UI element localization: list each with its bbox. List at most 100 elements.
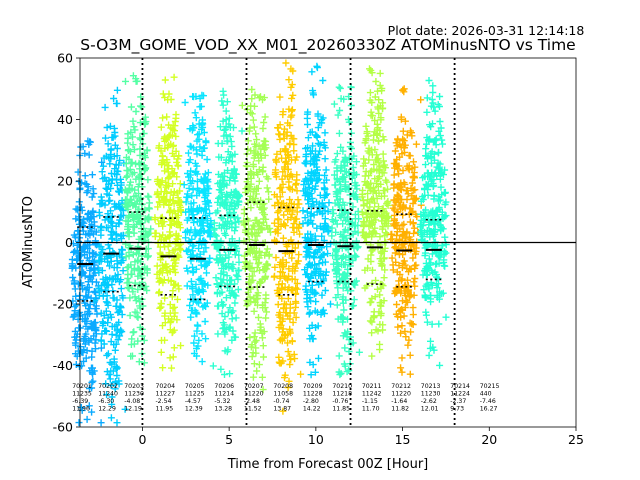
outliers-70209 [306, 147, 335, 332]
lines-layer [80, 58, 576, 427]
outliers-70210 [329, 100, 363, 356]
y-tick-label-40: 40 [57, 112, 73, 127]
stat-text-70214-0: 70214 [450, 383, 470, 390]
outliers-70201 [73, 158, 106, 427]
stat-text-70207-0: 70207 [244, 383, 264, 390]
points-70201 [68, 137, 102, 427]
outliers-70208 [275, 111, 305, 378]
stat-text-70204-0: 70204 [155, 383, 175, 390]
point-cluster-70211 [358, 65, 392, 360]
stat-text-70203-1: 11230 [124, 391, 144, 398]
y-tick-label-60: 60 [57, 51, 73, 66]
point-cluster-70209 [299, 62, 335, 379]
y-tick-label--20: -20 [53, 297, 73, 312]
stat-text-70214-2: -2.37 [450, 398, 466, 405]
stat-text-70202-3: 12.29 [98, 406, 116, 413]
stat-text-70208-3: 13.87 [273, 406, 291, 413]
stat-text-70209-3: 14.22 [303, 406, 321, 413]
stat-text-70201-0: 70201 [72, 383, 92, 390]
stat-text-70202-0: 70202 [98, 383, 118, 390]
stat-text-70206-3: 13.28 [214, 406, 232, 413]
scatter-layer [68, 59, 450, 427]
stat-text-70205-2: -4.57 [185, 398, 201, 405]
x-tick-label-25: 25 [568, 432, 584, 447]
stat-text-70212-1: 11220 [391, 391, 411, 398]
points-70212 [387, 85, 422, 378]
outliers-70204 [158, 96, 185, 361]
stat-text-70203-2: -4.08 [124, 398, 140, 405]
annotation-layer: 7020111235-6.3911.967020211240-6.3012.29… [72, 383, 499, 413]
outliers-70203 [122, 77, 151, 367]
y-tick-label--40: -40 [53, 358, 73, 373]
stat-text-70202-2: -6.30 [98, 398, 114, 405]
stat-text-70207-1: 11220 [244, 391, 264, 398]
stat-text-70215-0: 70215 [480, 383, 500, 390]
point-cluster-70203 [121, 72, 155, 367]
stat-text-70210-1: 11218 [332, 391, 352, 398]
stat-text-70208-2: -0.74 [273, 398, 289, 405]
stat-text-70206-0: 70206 [214, 383, 234, 390]
x-tick-label-0: 0 [138, 432, 146, 447]
stat-text-70204-1: 11227 [155, 391, 175, 398]
stat-text-70208-0: 70208 [273, 383, 293, 390]
stat-text-70213-3: 12.01 [421, 406, 439, 413]
point-cluster-70205 [180, 91, 215, 366]
point-cluster-70206 [209, 87, 246, 378]
y-axis-label: ATOMinusNTO [21, 196, 36, 288]
stat-text-70211-0: 70211 [362, 383, 382, 390]
point-cluster-70201 [68, 137, 106, 427]
stat-text-70212-0: 70212 [391, 383, 411, 390]
stat-text-70213-0: 70213 [421, 383, 441, 390]
points-70206 [210, 91, 243, 378]
x-axis: 0 5 10 15 20 25 [138, 427, 584, 447]
stat-text-70210-2: -0.76 [332, 398, 348, 405]
stat-text-70202-1: 11240 [98, 391, 118, 398]
stat-text-70215-2: -7.46 [480, 398, 496, 405]
stat-text-70211-3: 11.70 [362, 406, 380, 413]
stat-text-70207-3: 11.52 [244, 406, 262, 413]
stat-text-70215-3: 16.27 [480, 406, 498, 413]
points-70213 [416, 77, 450, 369]
stat-text-70201-1: 11235 [72, 391, 92, 398]
stat-text-70205-1: 11225 [185, 391, 205, 398]
stat-text-70201-3: 11.96 [72, 406, 90, 413]
stat-text-70214-3: 9.73 [450, 406, 464, 413]
stat-text-70210-0: 70210 [332, 383, 352, 390]
outliers-70213 [421, 102, 450, 321]
points-70209 [299, 62, 333, 379]
plot-date: Plot date: 2026-03-31 12:14:18 [388, 23, 585, 38]
y-axis: -60 -40 -20 0 20 40 60 [53, 51, 80, 435]
stat-text-70206-1: 11214 [214, 391, 234, 398]
points-70205 [182, 91, 215, 366]
stat-text-70205-3: 12.39 [185, 406, 203, 413]
stat-text-70212-2: -1.64 [391, 398, 407, 405]
stat-text-70209-0: 70209 [303, 383, 323, 390]
stat-text-70204-3: 11.95 [155, 406, 173, 413]
stat-text-70208-1: 11058 [273, 391, 293, 398]
stat-text-70206-2: -5.32 [214, 398, 230, 405]
x-axis-label: Time from Forecast 00Z [Hour] [227, 457, 429, 472]
stat-text-70212-3: 11.82 [391, 406, 409, 413]
stat-text-70213-1: 11230 [421, 391, 441, 398]
x-tick-label-15: 15 [395, 432, 411, 447]
point-cluster-70204 [151, 73, 185, 372]
stat-text-70215-1: 440 [480, 391, 492, 398]
stat-text-70209-2: -2.80 [303, 398, 319, 405]
x-tick-label-20: 20 [481, 432, 497, 447]
points-70211 [358, 65, 392, 360]
points-70208 [270, 59, 304, 415]
stat-text-70210-3: 11.85 [332, 406, 350, 413]
